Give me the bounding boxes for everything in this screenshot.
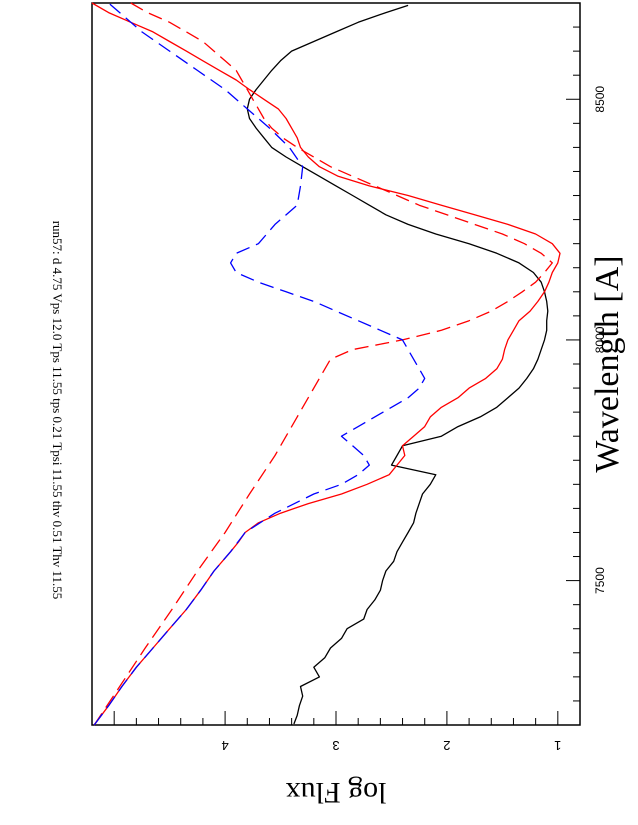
y-tick-label: 3: [332, 738, 339, 753]
series-line-3: [93, 2, 553, 726]
x-tick-label: 7500: [593, 567, 607, 594]
y-tick-label: 2: [443, 738, 450, 753]
y-axis-title: log Flux: [286, 776, 387, 809]
y-tick-label: 1: [554, 738, 561, 753]
x-tick-label: 8000: [593, 326, 607, 353]
plot-frame: [91, 2, 581, 726]
series-line-1: [246, 4, 549, 725]
x-tick-label: 8500: [593, 86, 607, 113]
y-tick-label: 4: [221, 738, 228, 753]
x-tick-labels: 7500 8000 8500: [593, 86, 607, 594]
plot-frame-group: [91, 2, 581, 726]
axis-ticks: [113, 26, 580, 725]
x-axis-title: Wavelength [A]: [589, 255, 626, 472]
chart-title: run57: d 4.75 Vps 12.0 Tps 11.55 tps 0.2…: [50, 221, 65, 600]
series-line-4: [93, 2, 426, 726]
series-line-2: [91, 2, 561, 726]
y-tick-labels: 1 2 3 4: [221, 738, 561, 753]
series-group: [91, 2, 561, 726]
